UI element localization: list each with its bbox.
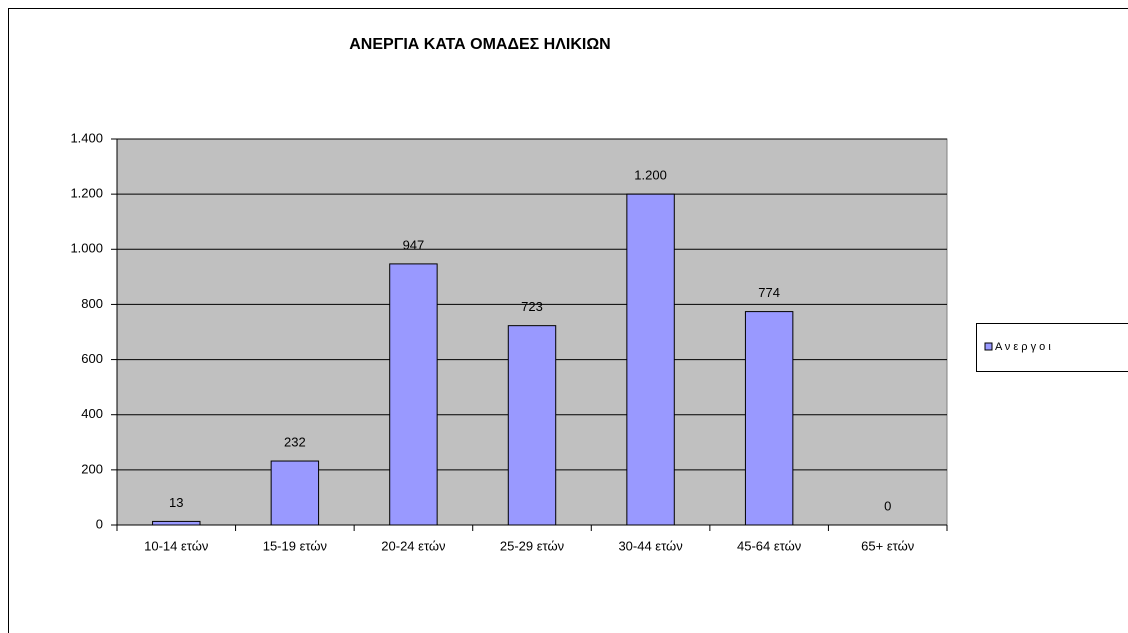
value-label: 232 [284, 434, 306, 449]
x-tick-label: 65+ ετών [861, 538, 914, 553]
y-tick-label: 1.400 [70, 130, 103, 145]
y-tick-label: 0 [96, 516, 103, 531]
value-label: 1.200 [634, 168, 667, 183]
value-label: 13 [169, 495, 183, 510]
x-tick-label: 15-19 ετών [263, 538, 327, 553]
bar [744, 311, 794, 526]
chart-title: ΑΝΕΡΓΙΑ ΚΑΤΑ ΟΜΑΔΕΣ ΗΛΙΚΙΩΝ [349, 36, 610, 53]
value-label: 947 [403, 237, 425, 252]
bar [152, 520, 201, 526]
x-tick-label: 30-44 ετών [618, 538, 682, 553]
y-tick-label: 1.200 [70, 186, 103, 201]
bar [389, 263, 438, 526]
legend-label: Α ν ε ρ γ ο ι [995, 341, 1051, 353]
legend-swatch [984, 342, 993, 351]
y-tick-label: 800 [81, 296, 103, 311]
bar [507, 325, 557, 526]
y-tick-label: 200 [81, 461, 103, 476]
value-label: 0 [884, 498, 891, 513]
x-tick-label: 25-29 ετών [500, 538, 564, 553]
x-tick-label: 10-14 ετών [144, 538, 208, 553]
y-tick-label: 600 [81, 351, 103, 366]
y-tick-label: 400 [81, 406, 103, 421]
value-label: 774 [758, 285, 780, 300]
bar [626, 193, 675, 526]
bar [270, 460, 320, 526]
x-tick-label: 45-64 ετών [737, 538, 801, 553]
value-label: 723 [521, 299, 543, 314]
legend-box [976, 323, 1128, 372]
x-tick-label: 20-24 ετών [381, 538, 445, 553]
y-tick-label: 1.000 [70, 241, 103, 256]
